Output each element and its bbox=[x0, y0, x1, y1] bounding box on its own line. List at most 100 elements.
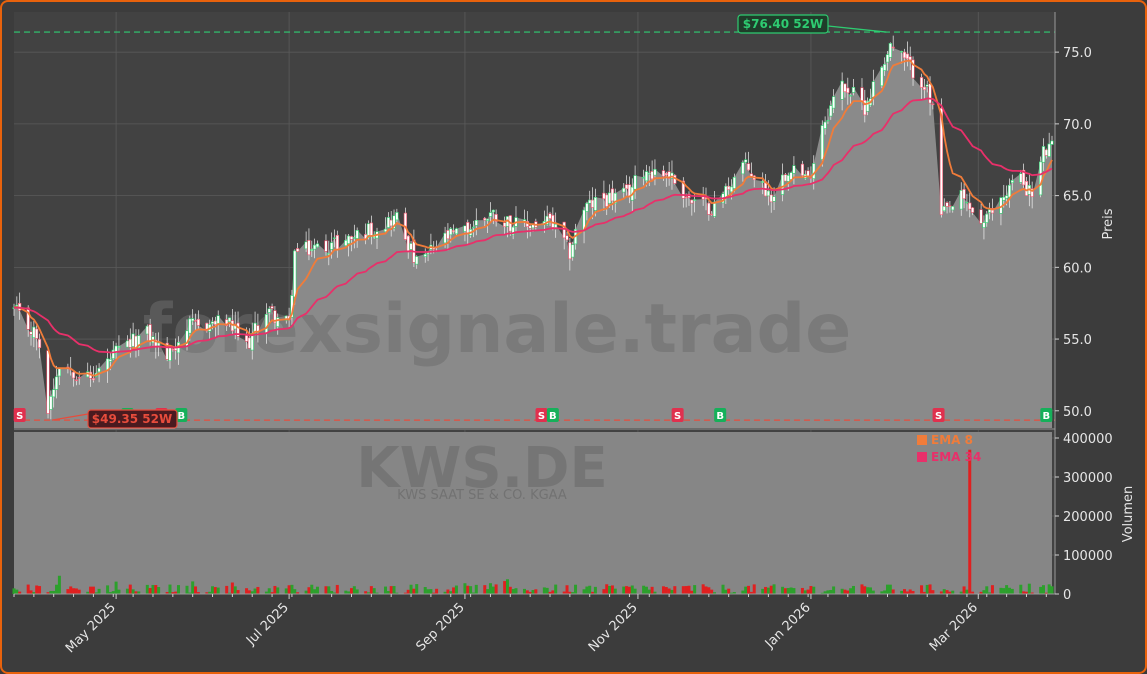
volume-bar bbox=[225, 585, 229, 594]
candle-body bbox=[919, 77, 924, 88]
volume-bar bbox=[608, 585, 612, 594]
candle-body bbox=[590, 199, 595, 208]
volume-bar bbox=[707, 587, 711, 594]
volume-bar bbox=[823, 591, 827, 594]
volume-bar bbox=[290, 584, 294, 594]
candle-body bbox=[902, 51, 907, 59]
volume-bar bbox=[188, 592, 192, 594]
candle-body bbox=[324, 240, 328, 252]
candle-body bbox=[270, 306, 274, 309]
candle-body bbox=[37, 338, 42, 349]
volume-bar bbox=[1024, 591, 1028, 594]
volume-bar bbox=[880, 591, 884, 594]
candle-body bbox=[1041, 146, 1046, 163]
volume-bar bbox=[627, 586, 631, 594]
candle-body bbox=[809, 177, 813, 179]
candle-body bbox=[52, 389, 56, 398]
candle-body bbox=[911, 59, 915, 79]
price-tick-label: 65.0 bbox=[1063, 190, 1092, 205]
candle-body bbox=[244, 335, 249, 342]
candle-body bbox=[57, 368, 61, 377]
candle-body bbox=[744, 159, 748, 163]
candle-body bbox=[732, 176, 736, 189]
volume-bar bbox=[69, 586, 73, 594]
volume-bar bbox=[264, 591, 268, 594]
volume-bar bbox=[673, 586, 677, 594]
volume-bar bbox=[942, 589, 946, 594]
candle-body bbox=[1047, 143, 1051, 157]
volume-bar bbox=[613, 588, 617, 594]
volume-bar bbox=[349, 588, 353, 594]
candle-body bbox=[97, 367, 101, 373]
volume-bar bbox=[72, 588, 76, 594]
volume-bar bbox=[176, 585, 180, 594]
volume-bar bbox=[137, 591, 141, 594]
volume-bar bbox=[94, 592, 98, 594]
candle-body bbox=[35, 328, 39, 339]
price-tick-label: 70.0 bbox=[1063, 118, 1092, 133]
candle-body bbox=[792, 165, 796, 174]
candle-body bbox=[349, 236, 354, 240]
candle-body bbox=[568, 242, 572, 260]
volume-bar bbox=[925, 584, 929, 594]
candle-body bbox=[355, 230, 359, 239]
candle-body bbox=[593, 197, 597, 211]
candle-body bbox=[843, 83, 847, 93]
candle-body bbox=[883, 63, 887, 71]
candle-body bbox=[829, 105, 833, 117]
candle-body bbox=[29, 331, 33, 335]
candle-body bbox=[1002, 196, 1006, 201]
volume-bar bbox=[174, 591, 178, 594]
candle-body bbox=[588, 199, 592, 204]
volume-bar bbox=[939, 591, 943, 594]
volume-bar bbox=[593, 586, 597, 594]
volume-bar bbox=[86, 591, 90, 594]
candle-body bbox=[633, 175, 637, 190]
volume-bar bbox=[270, 592, 274, 594]
volume-bar bbox=[151, 584, 155, 594]
candle-body bbox=[948, 205, 952, 207]
volume-bar bbox=[806, 589, 810, 594]
volume-bar bbox=[335, 584, 339, 594]
volume-bar bbox=[1050, 586, 1054, 594]
volume-bar bbox=[57, 575, 61, 594]
volume-bar bbox=[228, 592, 232, 594]
volume-bar bbox=[131, 589, 135, 594]
ema34-line bbox=[13, 97, 1053, 354]
volume-bar bbox=[525, 590, 529, 594]
volume-bar bbox=[392, 586, 396, 594]
candle-body bbox=[786, 175, 790, 182]
volume-bar bbox=[77, 589, 81, 594]
candle-body bbox=[71, 371, 76, 379]
candle-body bbox=[225, 319, 229, 327]
volume-bar bbox=[145, 584, 149, 594]
volume-bar bbox=[647, 589, 651, 594]
candle-body bbox=[1010, 180, 1014, 184]
price-tick-label: 60.0 bbox=[1063, 261, 1092, 276]
candle-body bbox=[931, 103, 935, 105]
volume-bar bbox=[653, 591, 657, 594]
volume-bar bbox=[999, 587, 1003, 594]
volume-bar bbox=[55, 584, 59, 594]
candle-body bbox=[565, 235, 569, 241]
volume-bar bbox=[415, 584, 419, 594]
candle-body bbox=[644, 171, 649, 182]
legend-label-ema8: EMA 8 bbox=[931, 433, 973, 447]
x-tick-label: Mar 2026 bbox=[927, 600, 981, 654]
volume-bar bbox=[741, 590, 745, 594]
volume-bar bbox=[829, 589, 833, 594]
volume-bar bbox=[786, 587, 790, 594]
volume-bar bbox=[766, 587, 770, 594]
candle-body bbox=[939, 107, 943, 216]
volume-bar bbox=[38, 586, 42, 594]
candle-body bbox=[210, 321, 215, 325]
candle-body bbox=[383, 228, 388, 233]
candle-body bbox=[188, 318, 192, 334]
candle-body bbox=[91, 378, 96, 381]
volume-bar bbox=[951, 590, 955, 594]
x-tick-label: May 2025 bbox=[63, 600, 119, 656]
volume-bar bbox=[1030, 592, 1034, 594]
volume-bar bbox=[230, 582, 234, 594]
volume-bar bbox=[749, 591, 753, 594]
price-area bbox=[14, 43, 1052, 594]
